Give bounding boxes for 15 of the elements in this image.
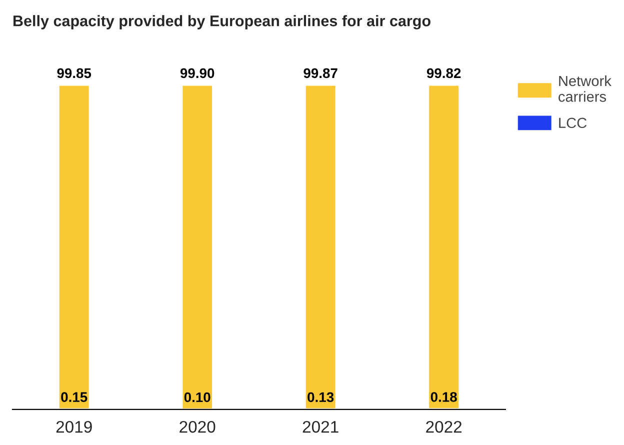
data-label: 0.13	[308, 392, 334, 402]
data-label: 99.85	[57, 68, 92, 78]
data-label: 0.18	[430, 392, 457, 402]
x-tick-label: 2019	[56, 420, 92, 433]
legend-label: LCC	[559, 118, 587, 128]
data-label: 99.90	[180, 68, 214, 78]
x-tick-label: 2021	[302, 420, 338, 433]
data-label: 0.15	[61, 392, 88, 402]
data-label: 99.82	[426, 68, 461, 78]
data-label: 99.87	[304, 68, 338, 78]
chart-title: Belly capacity provided by European airlines for air cargo	[14, 15, 430, 30]
x-tick-label: 2022	[426, 420, 462, 433]
data-label: 0.10	[184, 392, 210, 402]
x-tick-label: 2020	[180, 420, 216, 433]
legend-label: Network carriers	[558, 75, 612, 102]
